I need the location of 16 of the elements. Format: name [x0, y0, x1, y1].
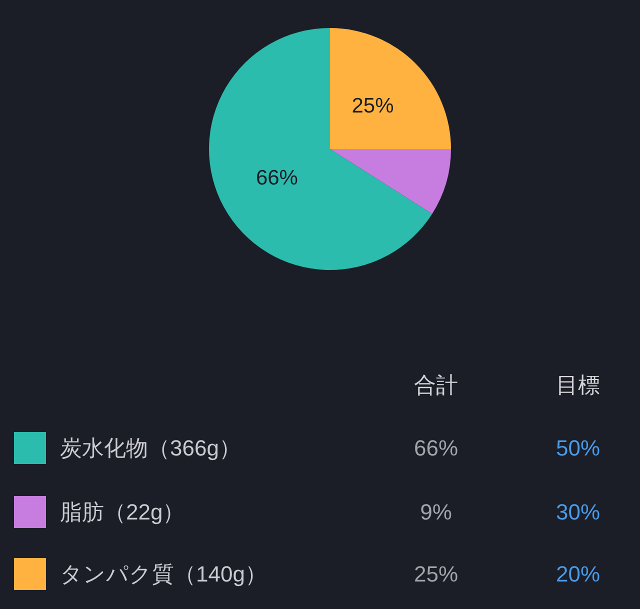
text: 30%	[556, 500, 600, 524]
text: 合計	[414, 372, 458, 398]
pie-slice	[209, 28, 432, 270]
pie-slice	[330, 149, 451, 214]
data-label: 66%	[256, 166, 298, 190]
text: 50%	[556, 436, 600, 460]
data-label: 25%	[352, 94, 394, 118]
data-label: 9%	[420, 500, 452, 524]
text: 66%	[414, 436, 458, 460]
text: 20%	[556, 562, 600, 586]
legend-label: 脂肪（22g）	[60, 500, 185, 524]
legend-label: タンパク質（140g）	[60, 562, 267, 586]
pie-slice	[330, 28, 451, 149]
text: 25%	[414, 562, 458, 586]
text: 目標	[556, 372, 600, 398]
legend-label: 炭水化物（366g）	[60, 436, 241, 460]
